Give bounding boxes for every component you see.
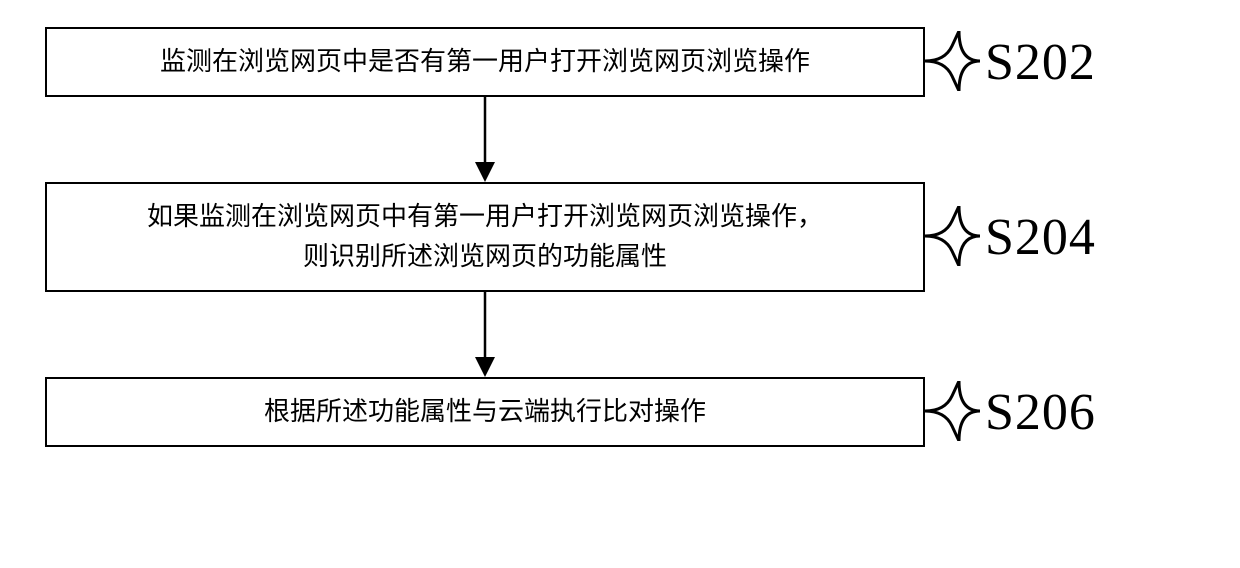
arrow-down-icon <box>465 97 505 182</box>
step-box-s202: 监测在浏览网页中是否有第一用户打开浏览网页浏览操作 <box>45 27 925 97</box>
step-row-s206: 根据所述功能属性与云端执行比对操作 S206 <box>45 377 1195 447</box>
flowchart-diagram: 监测在浏览网页中是否有第一用户打开浏览网页浏览操作 S202 如果监测在浏览网页… <box>45 27 1195 447</box>
step-label: S206 <box>985 383 1096 442</box>
step-text: 如果监测在浏览网页中有第一用户打开浏览网页浏览操作， 则识别所述浏览网页的功能属… <box>147 197 823 278</box>
arrow-s204-s206 <box>45 292 925 377</box>
step-text: 根据所述功能属性与云端执行比对操作 <box>264 392 706 432</box>
step-label: S202 <box>985 33 1096 92</box>
label-connector <box>925 61 980 63</box>
step-label: S204 <box>985 208 1096 267</box>
step-row-s202: 监测在浏览网页中是否有第一用户打开浏览网页浏览操作 S202 <box>45 27 1195 97</box>
step-box-s206: 根据所述功能属性与云端执行比对操作 <box>45 377 925 447</box>
label-connector <box>925 411 980 413</box>
connector-curve-icon <box>925 206 985 266</box>
step-row-s204: 如果监测在浏览网页中有第一用户打开浏览网页浏览操作， 则识别所述浏览网页的功能属… <box>45 182 1195 292</box>
arrow-down-icon <box>465 292 505 377</box>
step-box-s204: 如果监测在浏览网页中有第一用户打开浏览网页浏览操作， 则识别所述浏览网页的功能属… <box>45 182 925 292</box>
arrow-s202-s204 <box>45 97 925 182</box>
connector-curve-icon <box>925 381 985 441</box>
step-text: 监测在浏览网页中是否有第一用户打开浏览网页浏览操作 <box>160 42 810 82</box>
connector-curve-icon <box>925 31 985 91</box>
label-connector <box>925 236 980 238</box>
